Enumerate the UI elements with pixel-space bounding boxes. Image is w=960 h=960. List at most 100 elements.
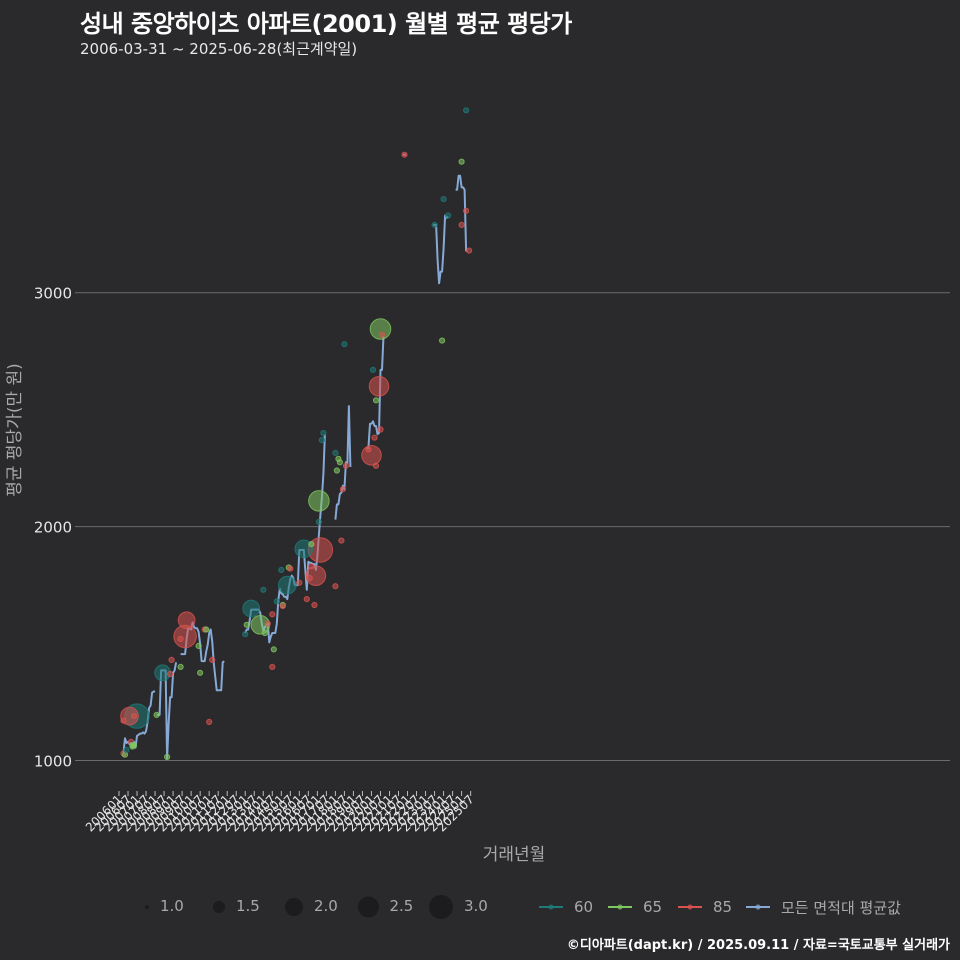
data-point-65 [195, 642, 202, 650]
size-circle-icon [145, 905, 149, 909]
data-point-65 [177, 663, 184, 671]
average-line [122, 153, 468, 760]
data-point-85 [287, 565, 294, 572]
source-caption: ©디아파트(dapt.kr) / 2025.09.11 / 자료=국토교통부 실… [566, 938, 950, 953]
data-point-60 [318, 437, 325, 444]
data-point-85 [371, 434, 378, 441]
data-point-60 [242, 599, 261, 618]
data-point-60 [369, 366, 377, 373]
data-point-60 [431, 221, 438, 228]
average-price-line [366, 335, 385, 450]
size-legend-item: 1.0 [144, 894, 184, 920]
data-point-65 [308, 490, 330, 512]
data-point-85 [130, 713, 138, 720]
data-point-85 [167, 670, 174, 678]
series-legend-item: 모든 면적대 평균값 [745, 894, 901, 920]
data-point-60 [278, 566, 285, 574]
data-point-85 [206, 718, 213, 726]
series-legend-label: 60 [574, 898, 594, 916]
data-point-85 [372, 462, 380, 469]
data-point-60 [260, 586, 267, 593]
line-marker-icon [608, 904, 632, 910]
data-point-65 [130, 742, 138, 749]
scatter-points [120, 107, 473, 761]
data-point-85 [463, 207, 470, 214]
data-point-65 [308, 541, 315, 548]
data-point-60 [463, 107, 470, 114]
size-legend-label: 2.5 [389, 897, 414, 915]
data-point-85 [378, 331, 386, 338]
line-marker-icon [678, 904, 702, 910]
average-price-line [455, 174, 468, 252]
data-point-65 [243, 621, 250, 628]
data-point-60 [123, 746, 130, 754]
series-legend-item: 65 [607, 894, 662, 920]
series-legend-label: 65 [643, 898, 663, 916]
size-circle-icon [357, 896, 379, 918]
data-point-85 [311, 601, 318, 609]
data-point-85 [264, 620, 271, 627]
data-point-60 [242, 631, 249, 638]
data-point-85 [209, 656, 216, 664]
data-point-60 [445, 212, 452, 219]
y-tick-label: 1000 [34, 753, 72, 771]
data-point-60 [341, 341, 348, 348]
data-point-85 [120, 717, 127, 724]
data-point-85 [177, 611, 196, 630]
data-point-60 [277, 575, 297, 595]
data-point-85 [296, 579, 303, 586]
y-tick-label: 2000 [34, 519, 72, 537]
size-legend-label: 3.0 [464, 897, 488, 915]
chart-subtitle: 2006-03-31 ~ 2025-06-28(최근계약일) [80, 40, 358, 58]
data-point-65 [333, 467, 340, 474]
data-point-85 [365, 446, 372, 453]
y-axis-label: 평균 평당가(만 원) [5, 363, 25, 497]
size-circle-icon [285, 898, 303, 916]
y-tick-label: 3000 [34, 285, 72, 303]
line-marker-icon [539, 904, 563, 910]
y-axis: 1000 2000 3000 [34, 285, 79, 771]
data-point-65 [372, 397, 380, 404]
size-legend-item: 2.0 [284, 894, 338, 920]
data-point-65 [458, 158, 465, 165]
chart-title: 성내 중앙하이츠 아파트(2001) 월별 평균 평당가 [80, 10, 572, 38]
size-legend-label: 1.0 [160, 897, 184, 915]
data-point-60 [332, 449, 339, 456]
series-legend-label: 모든 면적대 평균값 [781, 898, 901, 917]
data-point-65 [261, 629, 268, 637]
size-legend-item: 3.0 [428, 894, 488, 920]
data-point-85 [338, 537, 345, 544]
gridlines [79, 292, 950, 761]
data-point-85 [303, 596, 310, 603]
data-point-85 [458, 221, 465, 228]
size-legend-label: 1.5 [236, 897, 260, 915]
data-point-85 [342, 462, 349, 469]
data-point-85 [339, 486, 346, 493]
data-point-60 [315, 518, 322, 526]
data-point-85 [279, 603, 286, 610]
data-point-65 [153, 711, 160, 719]
data-point-65 [164, 753, 171, 761]
x-axis: 2006012006072007012007072008012008072009… [83, 791, 477, 835]
data-point-85 [377, 426, 384, 433]
data-point-85 [361, 445, 382, 466]
size-legend-item: 2.5 [357, 894, 413, 920]
size-legend-label: 2.0 [314, 897, 338, 915]
data-point-85 [308, 563, 315, 570]
series-legend-item: 60 [538, 894, 593, 920]
data-point-60 [440, 196, 447, 203]
line-marker-icon [746, 904, 770, 910]
data-point-85 [401, 151, 408, 158]
data-point-65 [203, 626, 210, 633]
data-point-60 [320, 429, 327, 437]
average-price-line [334, 405, 352, 520]
data-point-60 [273, 598, 280, 605]
series-legend-label: 85 [713, 898, 733, 916]
data-point-85 [177, 635, 184, 643]
data-point-65 [336, 459, 343, 466]
data-point-85 [332, 583, 339, 590]
data-point-85 [368, 376, 390, 397]
series-legend-item: 85 [677, 894, 732, 920]
data-point-85 [466, 247, 473, 254]
